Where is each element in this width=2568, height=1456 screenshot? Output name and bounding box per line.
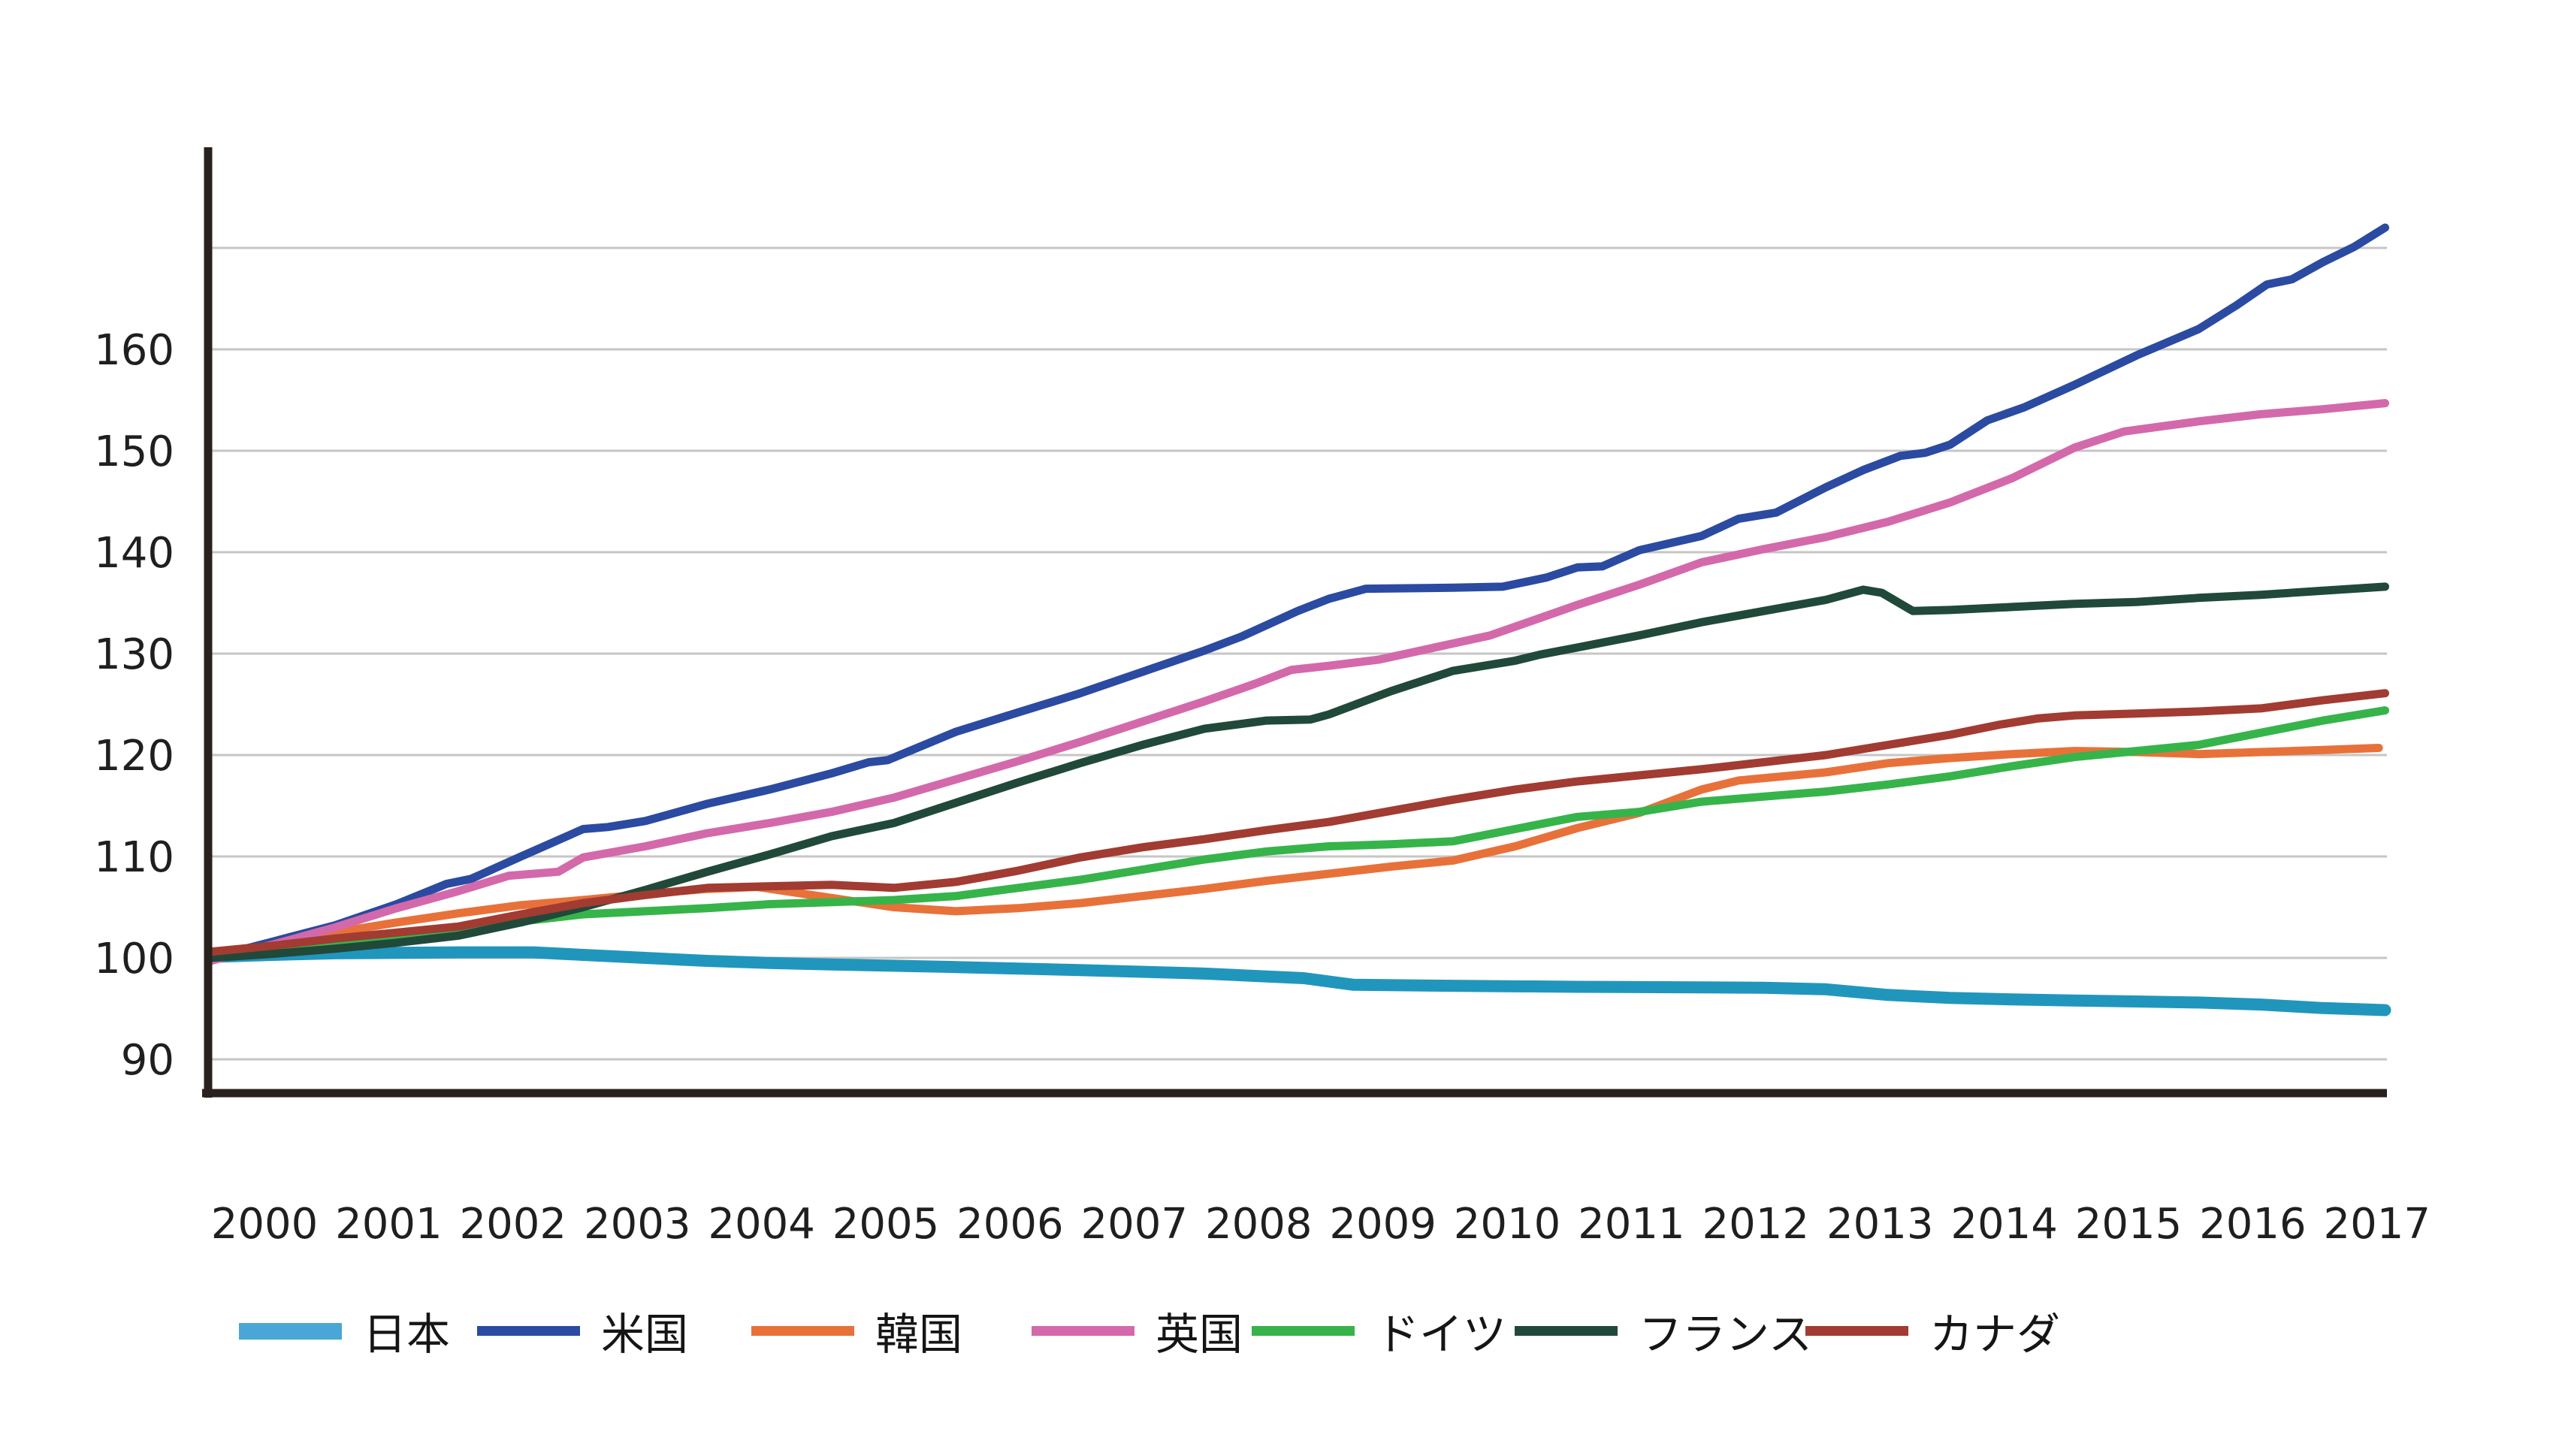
x-tick-label-2002: 2002 (460, 1200, 567, 1249)
y-tick-label-120: 120 (94, 732, 174, 781)
x-tick-label-2017: 2017 (2324, 1200, 2431, 1249)
series-line-germany (206, 706, 2389, 962)
x-tick-label-2000: 2000 (211, 1200, 319, 1249)
x-tick-label-2013: 2013 (1826, 1200, 1934, 1249)
x-tick-label-2007: 2007 (1081, 1200, 1189, 1249)
x-tick-label-2005: 2005 (832, 1200, 940, 1249)
y-tick-label-150: 150 (94, 427, 174, 476)
y-tick-label-110: 110 (94, 833, 174, 882)
y-tick-label-140: 140 (94, 529, 174, 578)
x-tick-label-2011: 2011 (1578, 1200, 1685, 1249)
y-tick-label-160: 160 (94, 326, 174, 375)
y-tick-label-130: 130 (94, 630, 174, 679)
x-tick-label-2003: 2003 (584, 1200, 691, 1249)
x-tick-label-2009: 2009 (1329, 1200, 1437, 1249)
x-tick-label-2012: 2012 (1702, 1200, 1810, 1249)
x-tick-label-2004: 2004 (708, 1200, 815, 1249)
series-line-uk (206, 399, 2389, 965)
y-tick-label-90: 90 (121, 1036, 174, 1085)
x-tick-label-2014: 2014 (1950, 1200, 2058, 1249)
series-line-japan (204, 946, 2391, 1016)
y-tick-label-100: 100 (94, 935, 174, 983)
x-tick-label-2008: 2008 (1205, 1200, 1313, 1249)
x-tick-label-2006: 2006 (956, 1200, 1064, 1249)
series-line-canada (206, 689, 2389, 956)
x-tick-label-2001: 2001 (335, 1200, 443, 1249)
series-line-us (206, 223, 2389, 962)
x-tick-label-2010: 2010 (1454, 1200, 1561, 1249)
x-tick-label-2015: 2015 (2075, 1200, 2183, 1249)
x-tick-label-2016: 2016 (2199, 1200, 2307, 1249)
